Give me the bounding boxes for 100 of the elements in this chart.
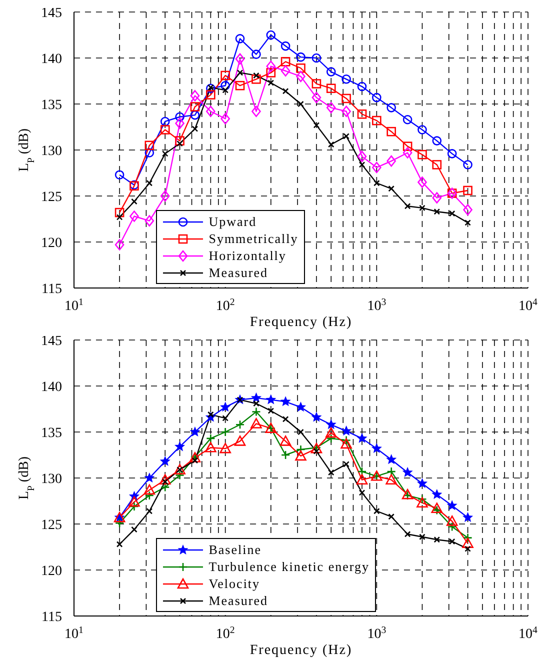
point [131, 526, 138, 533]
y-tick-label: 125 [41, 190, 62, 205]
point [206, 434, 216, 444]
point [298, 100, 304, 108]
point [280, 450, 290, 460]
point [296, 70, 306, 82]
y-tick-label: 135 [41, 426, 62, 441]
point [388, 513, 394, 520]
y-tick-label: 120 [41, 236, 62, 251]
point [372, 116, 382, 126]
legend-label: Velocity [208, 575, 260, 592]
point [114, 518, 124, 528]
point [220, 427, 230, 437]
point [312, 412, 322, 422]
point [343, 461, 350, 468]
point [144, 140, 154, 150]
point [374, 180, 380, 186]
point [404, 530, 411, 538]
point [146, 508, 153, 514]
point [235, 420, 245, 430]
point [280, 41, 290, 51]
point [386, 126, 396, 136]
y-tick-label: 115 [42, 282, 62, 297]
point [326, 102, 336, 114]
y-tick-label: 115 [42, 610, 62, 625]
point [175, 136, 184, 146]
point [190, 110, 200, 120]
point [222, 87, 228, 94]
point [253, 72, 260, 79]
point [418, 150, 427, 160]
legend-label: Horizontally [208, 247, 286, 264]
point [418, 176, 427, 188]
point [342, 94, 351, 104]
point [386, 454, 396, 464]
point [206, 90, 216, 100]
point [463, 533, 472, 542]
point [340, 438, 352, 449]
y-tick-label: 130 [41, 472, 62, 487]
point [116, 541, 123, 548]
point [402, 147, 412, 158]
point [419, 534, 426, 540]
point [328, 469, 334, 476]
point [432, 160, 442, 170]
point [253, 400, 260, 407]
point [358, 162, 366, 168]
point [432, 506, 442, 515]
point [175, 470, 184, 480]
point [144, 215, 154, 226]
point [190, 427, 200, 436]
point [131, 198, 138, 205]
point [234, 436, 246, 446]
point [448, 538, 456, 545]
point [312, 53, 322, 63]
point [342, 74, 351, 84]
point [252, 393, 261, 402]
legend-label: Turbulence kinetic energy [208, 558, 370, 575]
legend-label: Measured [208, 592, 268, 609]
point [404, 202, 411, 210]
point [144, 473, 154, 482]
point [130, 502, 139, 512]
point [448, 210, 456, 217]
point [160, 116, 170, 126]
x-tick-label: 10$^{3}$ [367, 624, 386, 642]
point [220, 442, 231, 454]
point [296, 402, 306, 412]
y-tick-label: 130 [41, 144, 62, 159]
point [402, 468, 412, 477]
point [357, 466, 367, 476]
point [312, 92, 322, 104]
legend-label: Symmetrically [208, 230, 298, 247]
point [326, 434, 336, 444]
point [144, 490, 154, 500]
point [175, 442, 184, 451]
point [326, 84, 336, 94]
y-tick-label: 125 [41, 518, 62, 533]
x-axis-title: Frequency (Hz) [250, 643, 352, 658]
point [419, 204, 426, 212]
point [326, 67, 336, 76]
point [372, 92, 382, 102]
legend-label: Baseline [208, 541, 262, 558]
point [252, 50, 261, 59]
point [357, 150, 367, 162]
point [220, 80, 230, 90]
point [356, 474, 368, 484]
point [313, 122, 320, 128]
point [342, 106, 351, 118]
point [326, 420, 336, 429]
point [192, 457, 198, 464]
point [235, 34, 245, 44]
point [192, 126, 198, 132]
point [252, 106, 261, 118]
point [222, 415, 228, 422]
point [463, 512, 472, 522]
point [431, 502, 443, 514]
point [386, 155, 396, 167]
point [175, 118, 184, 129]
point [328, 141, 334, 148]
point [114, 239, 124, 250]
point [252, 74, 261, 84]
point [342, 436, 351, 445]
